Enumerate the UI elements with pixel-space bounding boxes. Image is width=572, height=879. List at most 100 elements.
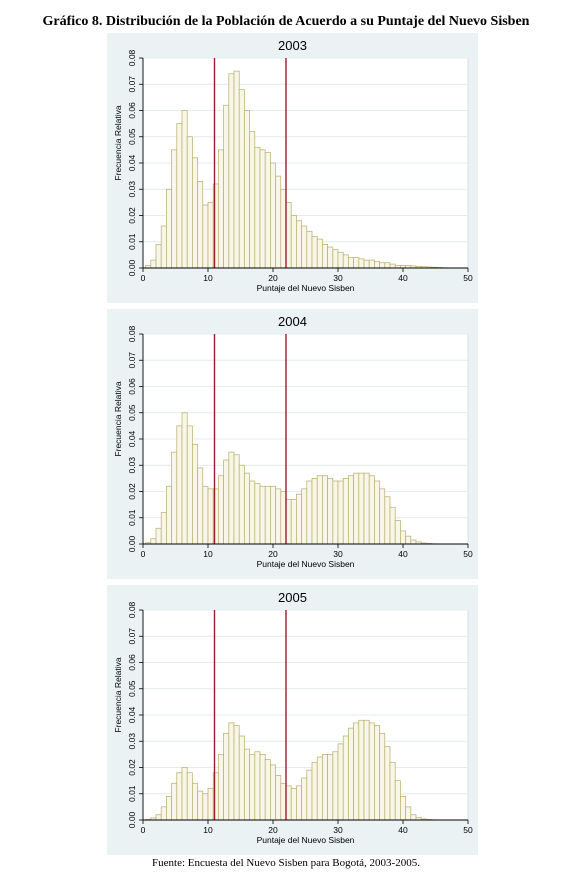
histogram-bar (264, 485, 271, 545)
y-tick-label: 0.05 (127, 128, 137, 145)
histogram-bar (197, 181, 204, 269)
x-tick-label: 40 (398, 549, 408, 559)
histogram-bar (332, 249, 339, 269)
histogram-bar (197, 467, 204, 545)
histogram-bar (233, 725, 240, 821)
histogram-bar (176, 772, 183, 821)
histogram-bar (218, 475, 224, 545)
histogram-bar (384, 262, 391, 269)
histogram-bar (150, 538, 157, 545)
histogram-bar (160, 806, 167, 821)
y-tick-label: 0.02 (127, 759, 137, 776)
histogram-bar (223, 733, 230, 821)
histogram-bar (218, 754, 224, 821)
histogram-bar (368, 722, 375, 821)
histogram-bar (176, 425, 183, 545)
x-axis-label: Puntaje del Nuevo Sisben (257, 559, 355, 569)
histogram-bar (363, 719, 370, 821)
histogram-bar (342, 254, 349, 269)
chart-panel-2003: 2003 0.00 0.01 0.02 0.03 0.04 0.05 0.06 0.07 0.08… (107, 33, 478, 303)
histogram-bar (244, 110, 250, 269)
histogram-bar (259, 485, 266, 545)
y-tick-label: 0.06 (127, 102, 137, 119)
x-tick-label: 50 (463, 825, 473, 835)
histogram-bar (316, 756, 323, 821)
histogram-bar (264, 152, 271, 269)
x-tick-label: 0 (141, 273, 146, 283)
histogram-bar (264, 759, 271, 821)
x-tick-label: 20 (268, 273, 278, 283)
y-tick-label: 0.05 (127, 680, 137, 697)
histogram-bar (379, 488, 386, 545)
histogram-bar (186, 425, 193, 545)
histogram-bar (166, 796, 172, 821)
histogram-bar (280, 782, 287, 821)
histogram-bar (368, 259, 375, 269)
histogram-bar (254, 483, 261, 545)
y-tick-label: 0.01 (127, 233, 137, 250)
chart-title: 2004 (278, 314, 307, 329)
histogram-bar (358, 719, 365, 821)
y-tick-label: 0.00 (127, 535, 137, 552)
histogram-bar (400, 796, 406, 821)
histogram-bar (290, 215, 297, 269)
histogram-bar (186, 136, 193, 269)
y-tick-label: 0.04 (127, 706, 137, 723)
histogram-bar (374, 261, 380, 269)
histogram-bar (223, 459, 230, 545)
y-tick-label: 0.07 (127, 76, 137, 93)
histogram-bar (342, 478, 349, 545)
histogram-bar (166, 485, 172, 545)
histogram-bar (207, 788, 214, 821)
histogram-bar (327, 478, 334, 545)
histogram-bar (202, 793, 209, 821)
histogram-bar (363, 472, 370, 545)
histogram-bar (332, 480, 339, 545)
histogram-bar (311, 761, 318, 821)
histogram-bar (337, 743, 344, 821)
x-tick-label: 50 (463, 273, 473, 283)
chart-panels: 2003 0.00 0.01 0.02 0.03 0.04 0.05 0.06 0.07 0.08… (107, 33, 478, 861)
histogram-bar (218, 149, 224, 269)
histogram-bar (249, 754, 256, 821)
histogram-bar (280, 188, 287, 269)
histogram-bar (275, 175, 282, 269)
histogram-bar (270, 764, 276, 821)
x-tick-label: 0 (141, 825, 146, 835)
histogram-bar (238, 735, 245, 821)
histogram-bar (379, 733, 386, 821)
histogram-bar (290, 788, 297, 821)
histogram-bar (327, 754, 334, 821)
histogram-bar (171, 149, 178, 269)
histogram-bar (171, 782, 178, 821)
y-tick-label: 0.08 (127, 49, 137, 66)
histogram-bar (348, 257, 354, 269)
y-tick-label: 0.07 (127, 628, 137, 645)
histogram-bar (363, 259, 370, 269)
x-tick-label: 20 (268, 549, 278, 559)
histogram-bar (228, 73, 235, 269)
histogram-bar (316, 238, 323, 269)
histogram-bar (337, 480, 344, 545)
histogram-bar (244, 748, 250, 821)
histogram-bar (348, 475, 354, 545)
histogram-bar (410, 539, 417, 545)
histogram-bar (358, 258, 365, 269)
histogram-bar (181, 412, 188, 545)
y-axis-label: Frecuencia Relativa (113, 657, 123, 732)
x-tick-label: 30 (333, 273, 343, 283)
histogram-bar (160, 225, 167, 269)
histogram-bar (306, 480, 313, 545)
histogram-bar (306, 230, 313, 269)
histogram-bar (322, 475, 328, 545)
y-tick-label: 0.02 (127, 207, 137, 224)
x-tick-label: 10 (203, 825, 213, 835)
y-tick-label: 0.08 (127, 325, 137, 342)
x-tick-label: 40 (398, 273, 408, 283)
y-tick-label: 0.00 (127, 811, 137, 828)
histogram-bar (394, 520, 401, 545)
histogram-bar (311, 478, 318, 545)
histogram-bar (353, 472, 360, 545)
histogram-bar (342, 735, 349, 821)
chart-panel-2005: 2005 0.00 0.01 0.02 0.03 0.04 0.05 0.06 0.07 0.08… (107, 585, 478, 855)
